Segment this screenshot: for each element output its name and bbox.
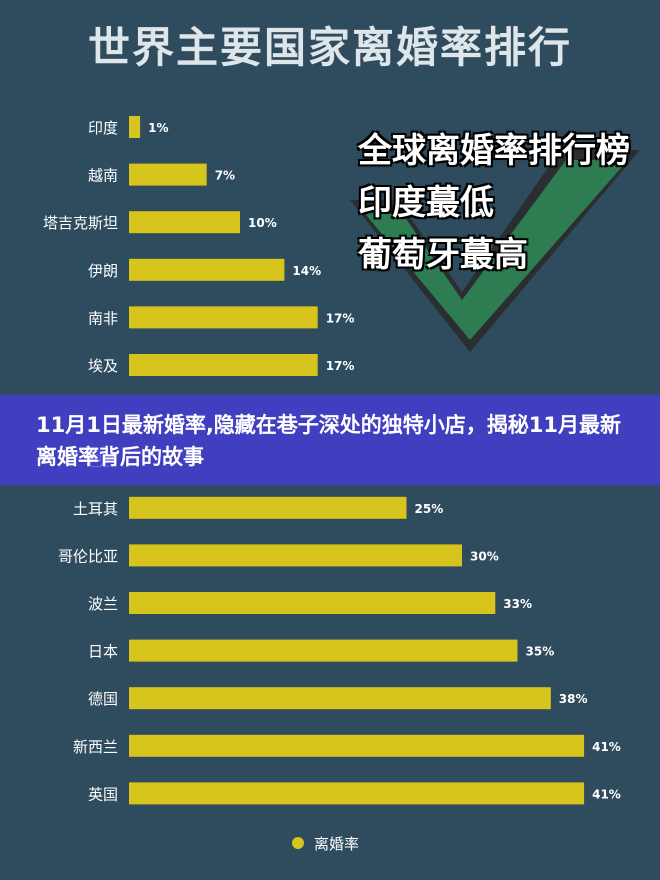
data-label: 17% <box>326 311 355 325</box>
category-label: 塔吉克斯坦 <box>43 214 118 232</box>
data-label: 33% <box>503 597 532 611</box>
callout-line-2: 印度蕞低 <box>358 177 630 229</box>
data-label: 14% <box>292 264 321 278</box>
data-label: 17% <box>326 359 355 373</box>
bar <box>129 687 551 709</box>
legend-label: 离婚率 <box>314 835 359 853</box>
data-label: 30% <box>470 549 499 563</box>
callout-box: 全球离婚率排行榜 印度蕞低 葡萄牙蕞高 <box>358 125 630 281</box>
category-label: 越南 <box>88 167 118 185</box>
bar <box>129 211 240 233</box>
callout-line-1: 全球离婚率排行榜 <box>358 125 630 177</box>
bar <box>129 782 584 804</box>
category-label: 英国 <box>88 785 118 803</box>
category-label: 南非 <box>88 309 118 327</box>
legend-swatch <box>292 837 304 849</box>
category-label: 印度 <box>88 119 118 137</box>
category-label: 伊朗 <box>88 262 118 280</box>
data-label: 41% <box>592 740 621 754</box>
bar <box>129 735 584 757</box>
banner-text: 11月1日最新𥀢婚率,隐藏在巷子深处的独特小店，揭秘11月最新离婚率背后的故事 <box>36 413 621 469</box>
bar <box>129 592 495 614</box>
bar <box>129 497 407 519</box>
bar <box>129 640 518 662</box>
data-label: 35% <box>526 645 555 659</box>
bar <box>129 164 207 186</box>
data-label: 41% <box>592 787 621 801</box>
article-title-banner[interactable]: 11月1日最新𥀢婚率,隐藏在巷子深处的独特小店，揭秘11月最新离婚率背后的故事 <box>0 395 660 485</box>
category-label: 土耳其 <box>73 500 118 518</box>
category-label: 哥伦比亚 <box>58 547 118 565</box>
category-label: 埃及 <box>88 357 118 375</box>
data-label: 7% <box>215 169 235 183</box>
bar <box>129 259 284 281</box>
data-label: 25% <box>415 502 444 516</box>
category-label: 日本 <box>88 643 118 661</box>
data-label: 1% <box>148 121 168 135</box>
bar <box>129 116 140 138</box>
bar <box>129 306 318 328</box>
category-label: 新西兰 <box>73 738 118 756</box>
category-label: 波兰 <box>88 595 118 613</box>
callout-line-3: 葡萄牙蕞高 <box>358 229 630 281</box>
bar <box>129 544 462 566</box>
data-label: 38% <box>559 692 588 706</box>
bar <box>129 354 318 376</box>
data-label: 10% <box>248 216 277 230</box>
category-label: 德国 <box>88 690 118 708</box>
